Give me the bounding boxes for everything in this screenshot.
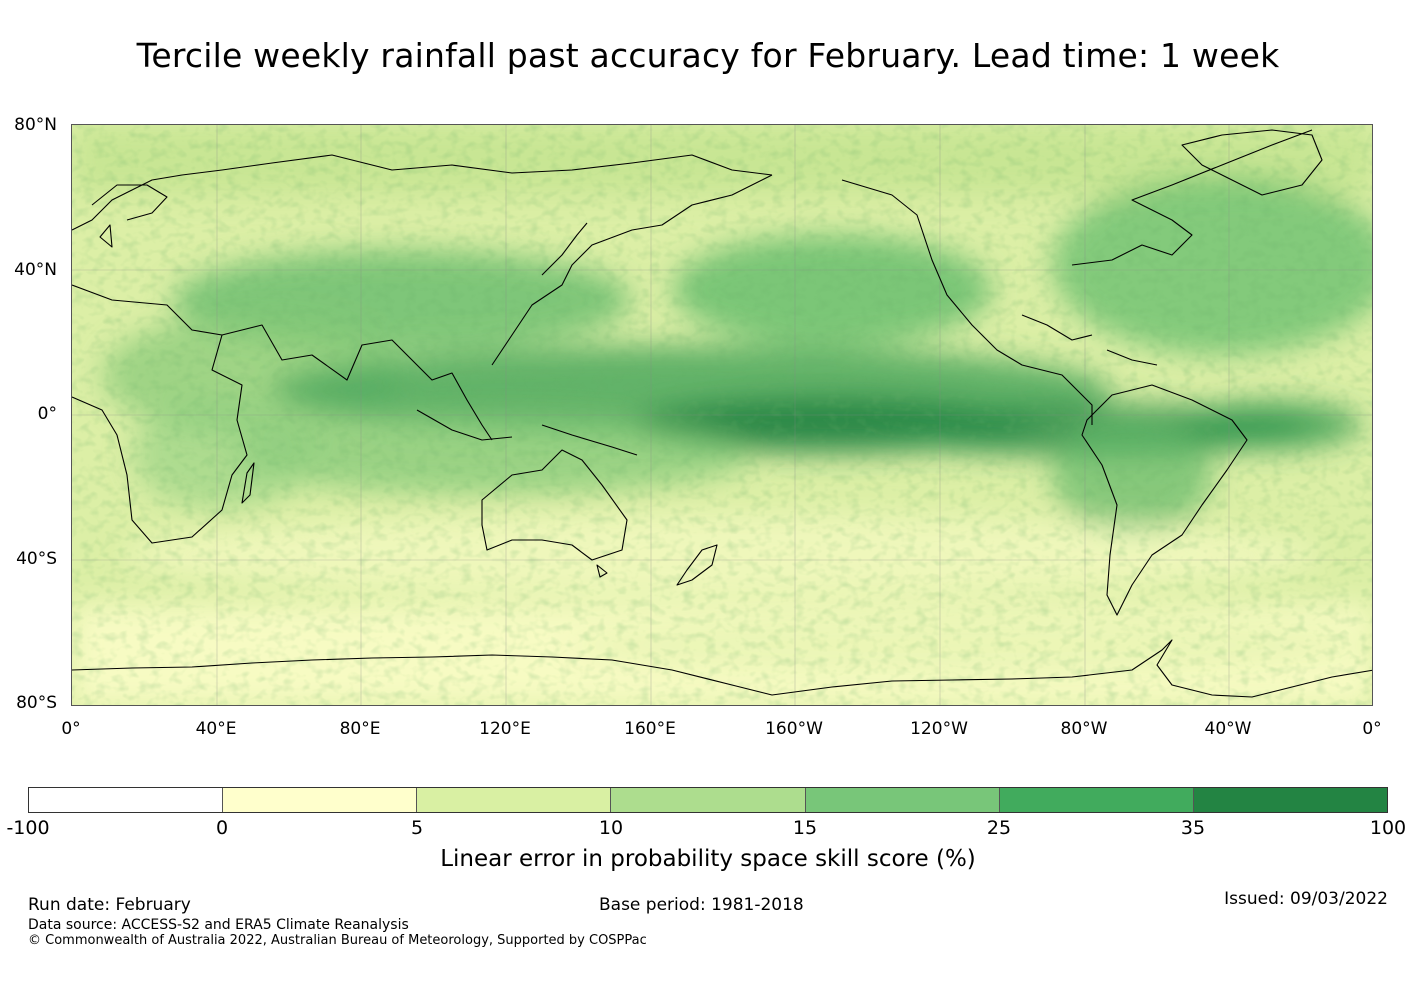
map-canvas <box>72 125 1372 705</box>
colorbar-tick-4: 10 <box>598 817 624 839</box>
lat-label-40s: 40°S <box>16 549 57 569</box>
colorbar-segment-5 <box>805 788 1000 812</box>
lon-label-80w: 80°W <box>1060 719 1108 739</box>
lon-label-120e: 120°E <box>479 719 531 739</box>
chart-title: Tercile weekly rainfall past accuracy fo… <box>136 36 1280 75</box>
lon-label-0-right: 0° <box>1362 719 1382 739</box>
lat-label-80n: 80°N <box>14 115 57 135</box>
lon-label-40w: 40°W <box>1204 719 1252 739</box>
lat-label-0: 0° <box>37 404 57 424</box>
colorbar-tick-6: 25 <box>986 817 1012 839</box>
colorbar-segment-4 <box>611 788 806 812</box>
lon-label-160e: 160°E <box>624 719 676 739</box>
colorbar-title: Linear error in probability space skill … <box>440 846 976 872</box>
lon-label-120w: 120°W <box>910 719 968 739</box>
base-period: Base period: 1981-2018 <box>599 895 804 915</box>
lon-label-0-left: 0° <box>61 719 81 739</box>
lon-label-160w: 160°W <box>765 719 823 739</box>
map-texture <box>72 125 1372 705</box>
issued-date: Issued: 09/03/2022 <box>1224 889 1388 909</box>
colorbar <box>28 787 1388 813</box>
skill-map <box>71 124 1373 706</box>
colorbar-tick-8: 100 <box>1369 817 1407 839</box>
copyright: © Commonwealth of Australia 2022, Austra… <box>28 933 647 948</box>
colorbar-tick-2: 0 <box>215 817 229 839</box>
colorbar-segment-2 <box>223 788 418 812</box>
colorbar-tick-1: -100 <box>6 817 50 839</box>
data-source: Data source: ACCESS-S2 and ERA5 Climate … <box>28 917 409 933</box>
lat-label-40n: 40°N <box>14 260 57 280</box>
run-date: Run date: February <box>28 895 191 915</box>
colorbar-tick-7: 35 <box>1180 817 1206 839</box>
coastlines <box>72 129 1372 698</box>
lon-label-40e: 40°E <box>195 719 237 739</box>
colorbar-segment-3 <box>417 788 612 812</box>
colorbar-tick-5: 15 <box>792 817 818 839</box>
graticule <box>72 125 1372 705</box>
colorbar-segment-7 <box>1193 788 1387 812</box>
colorbar-segment-1 <box>29 788 224 812</box>
lat-label-80s: 80°S <box>16 693 57 713</box>
colorbar-segment-6 <box>999 788 1194 812</box>
colorbar-tick-3: 5 <box>410 817 424 839</box>
lon-label-80e: 80°E <box>339 719 381 739</box>
